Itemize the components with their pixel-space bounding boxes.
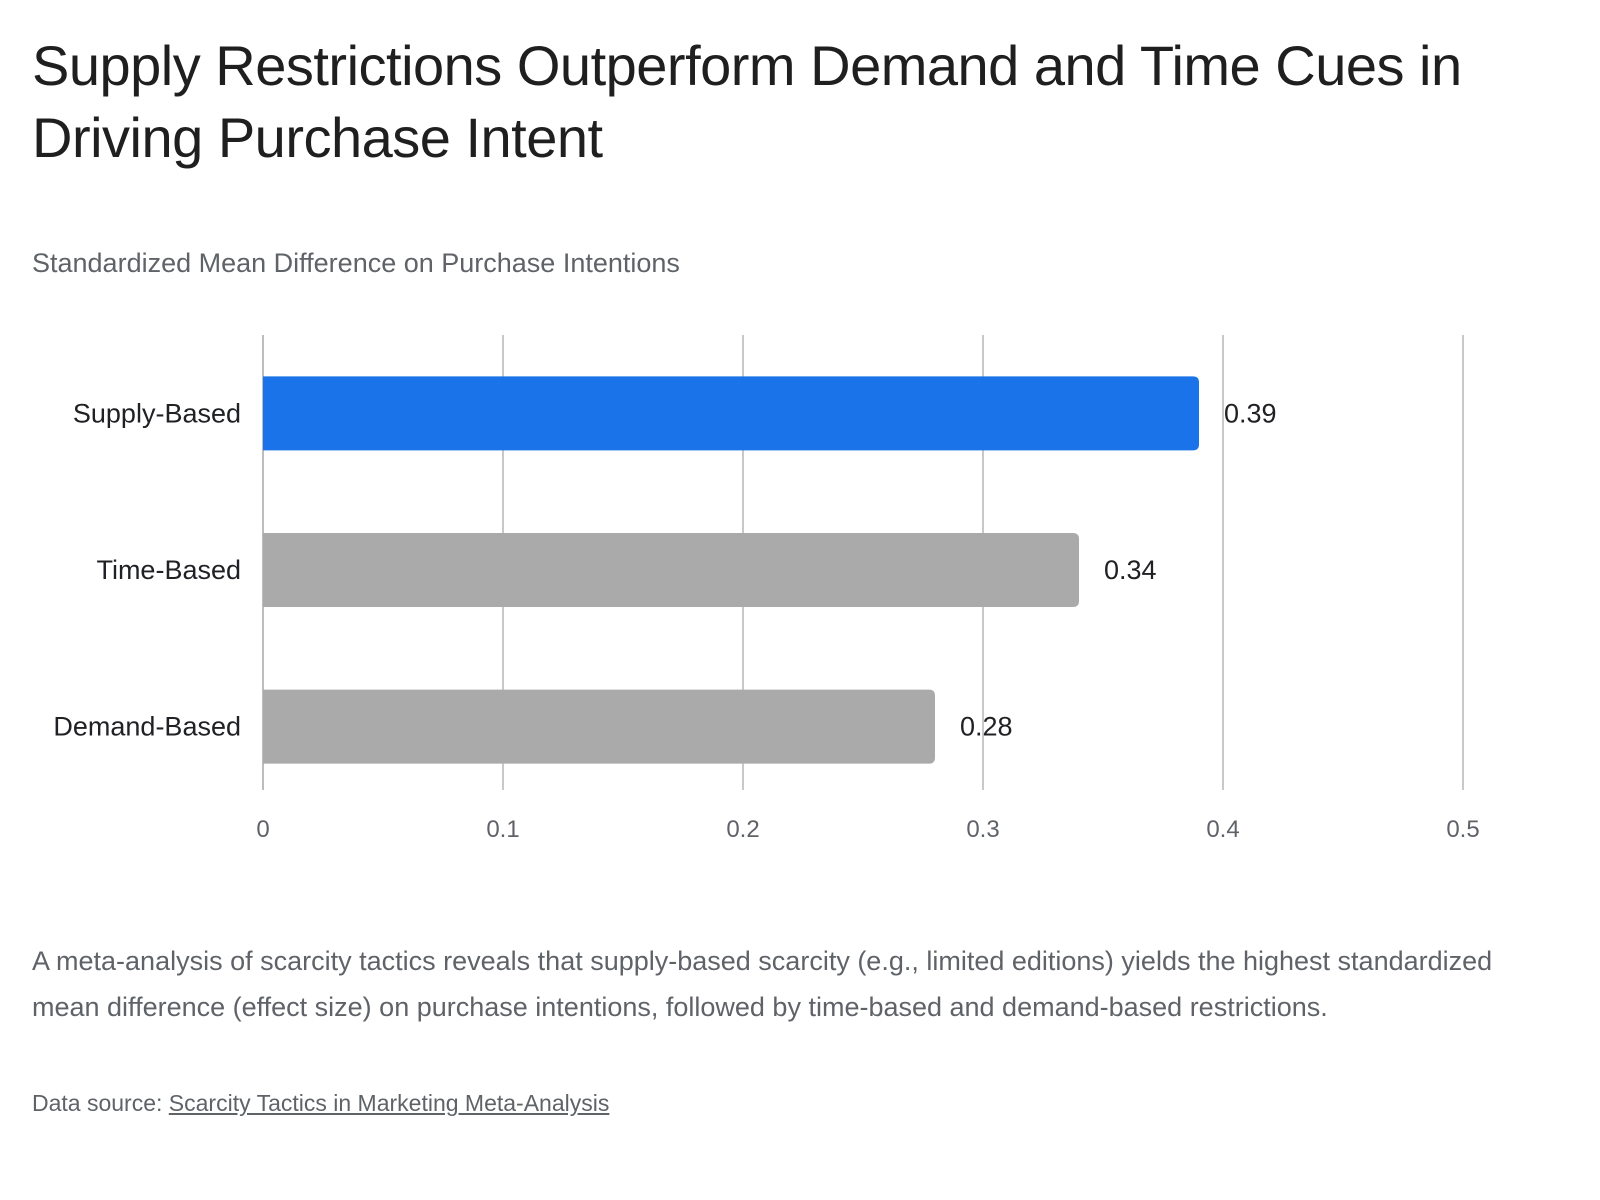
x-tick-label-5: 0.5 — [1446, 816, 1479, 843]
bar-demand-based — [263, 689, 935, 764]
labels: 0 0.1 0.2 0.3 0.4 0.5 Supply-Based 0.39 Time-Bas… — [53, 398, 1479, 843]
category-label-0: Supply-Based — [73, 398, 241, 428]
bar-time-based — [263, 533, 1079, 608]
x-tick-label-4: 0.4 — [1206, 816, 1239, 843]
x-tick-label-3: 0.3 — [966, 816, 999, 843]
data-source-prefix: Data source: — [32, 1090, 169, 1116]
bar-chart: 0 0.1 0.2 0.3 0.4 0.5 Supply-Based 0.39 Time-Bas… — [53, 335, 1480, 843]
bars — [263, 376, 1199, 764]
x-tick-label-0: 0 — [256, 816, 269, 843]
x-tick-label-1: 0.1 — [486, 816, 519, 843]
data-source: Data source: Scarcity Tactics in Marketi… — [32, 1088, 609, 1118]
data-label-2: 0.28 — [960, 712, 1013, 742]
data-source-link[interactable]: Scarcity Tactics in Marketing Meta-Analy… — [168, 1090, 610, 1116]
category-label-2: Demand-Based — [53, 712, 241, 742]
x-tick-label-2: 0.2 — [726, 816, 759, 843]
chart-title: Supply Restrictions Outperform Demand an… — [32, 34, 1462, 169]
bar-supply-based — [263, 376, 1199, 451]
data-label-1: 0.34 — [1104, 555, 1157, 585]
chart-subtitle: Standardized Mean Difference on Purchase… — [32, 248, 680, 278]
chart-description: A meta-analysis of scarcity tactics reve… — [32, 946, 1493, 1022]
data-label-0: 0.39 — [1224, 398, 1277, 428]
category-label-1: Time-Based — [96, 555, 241, 585]
